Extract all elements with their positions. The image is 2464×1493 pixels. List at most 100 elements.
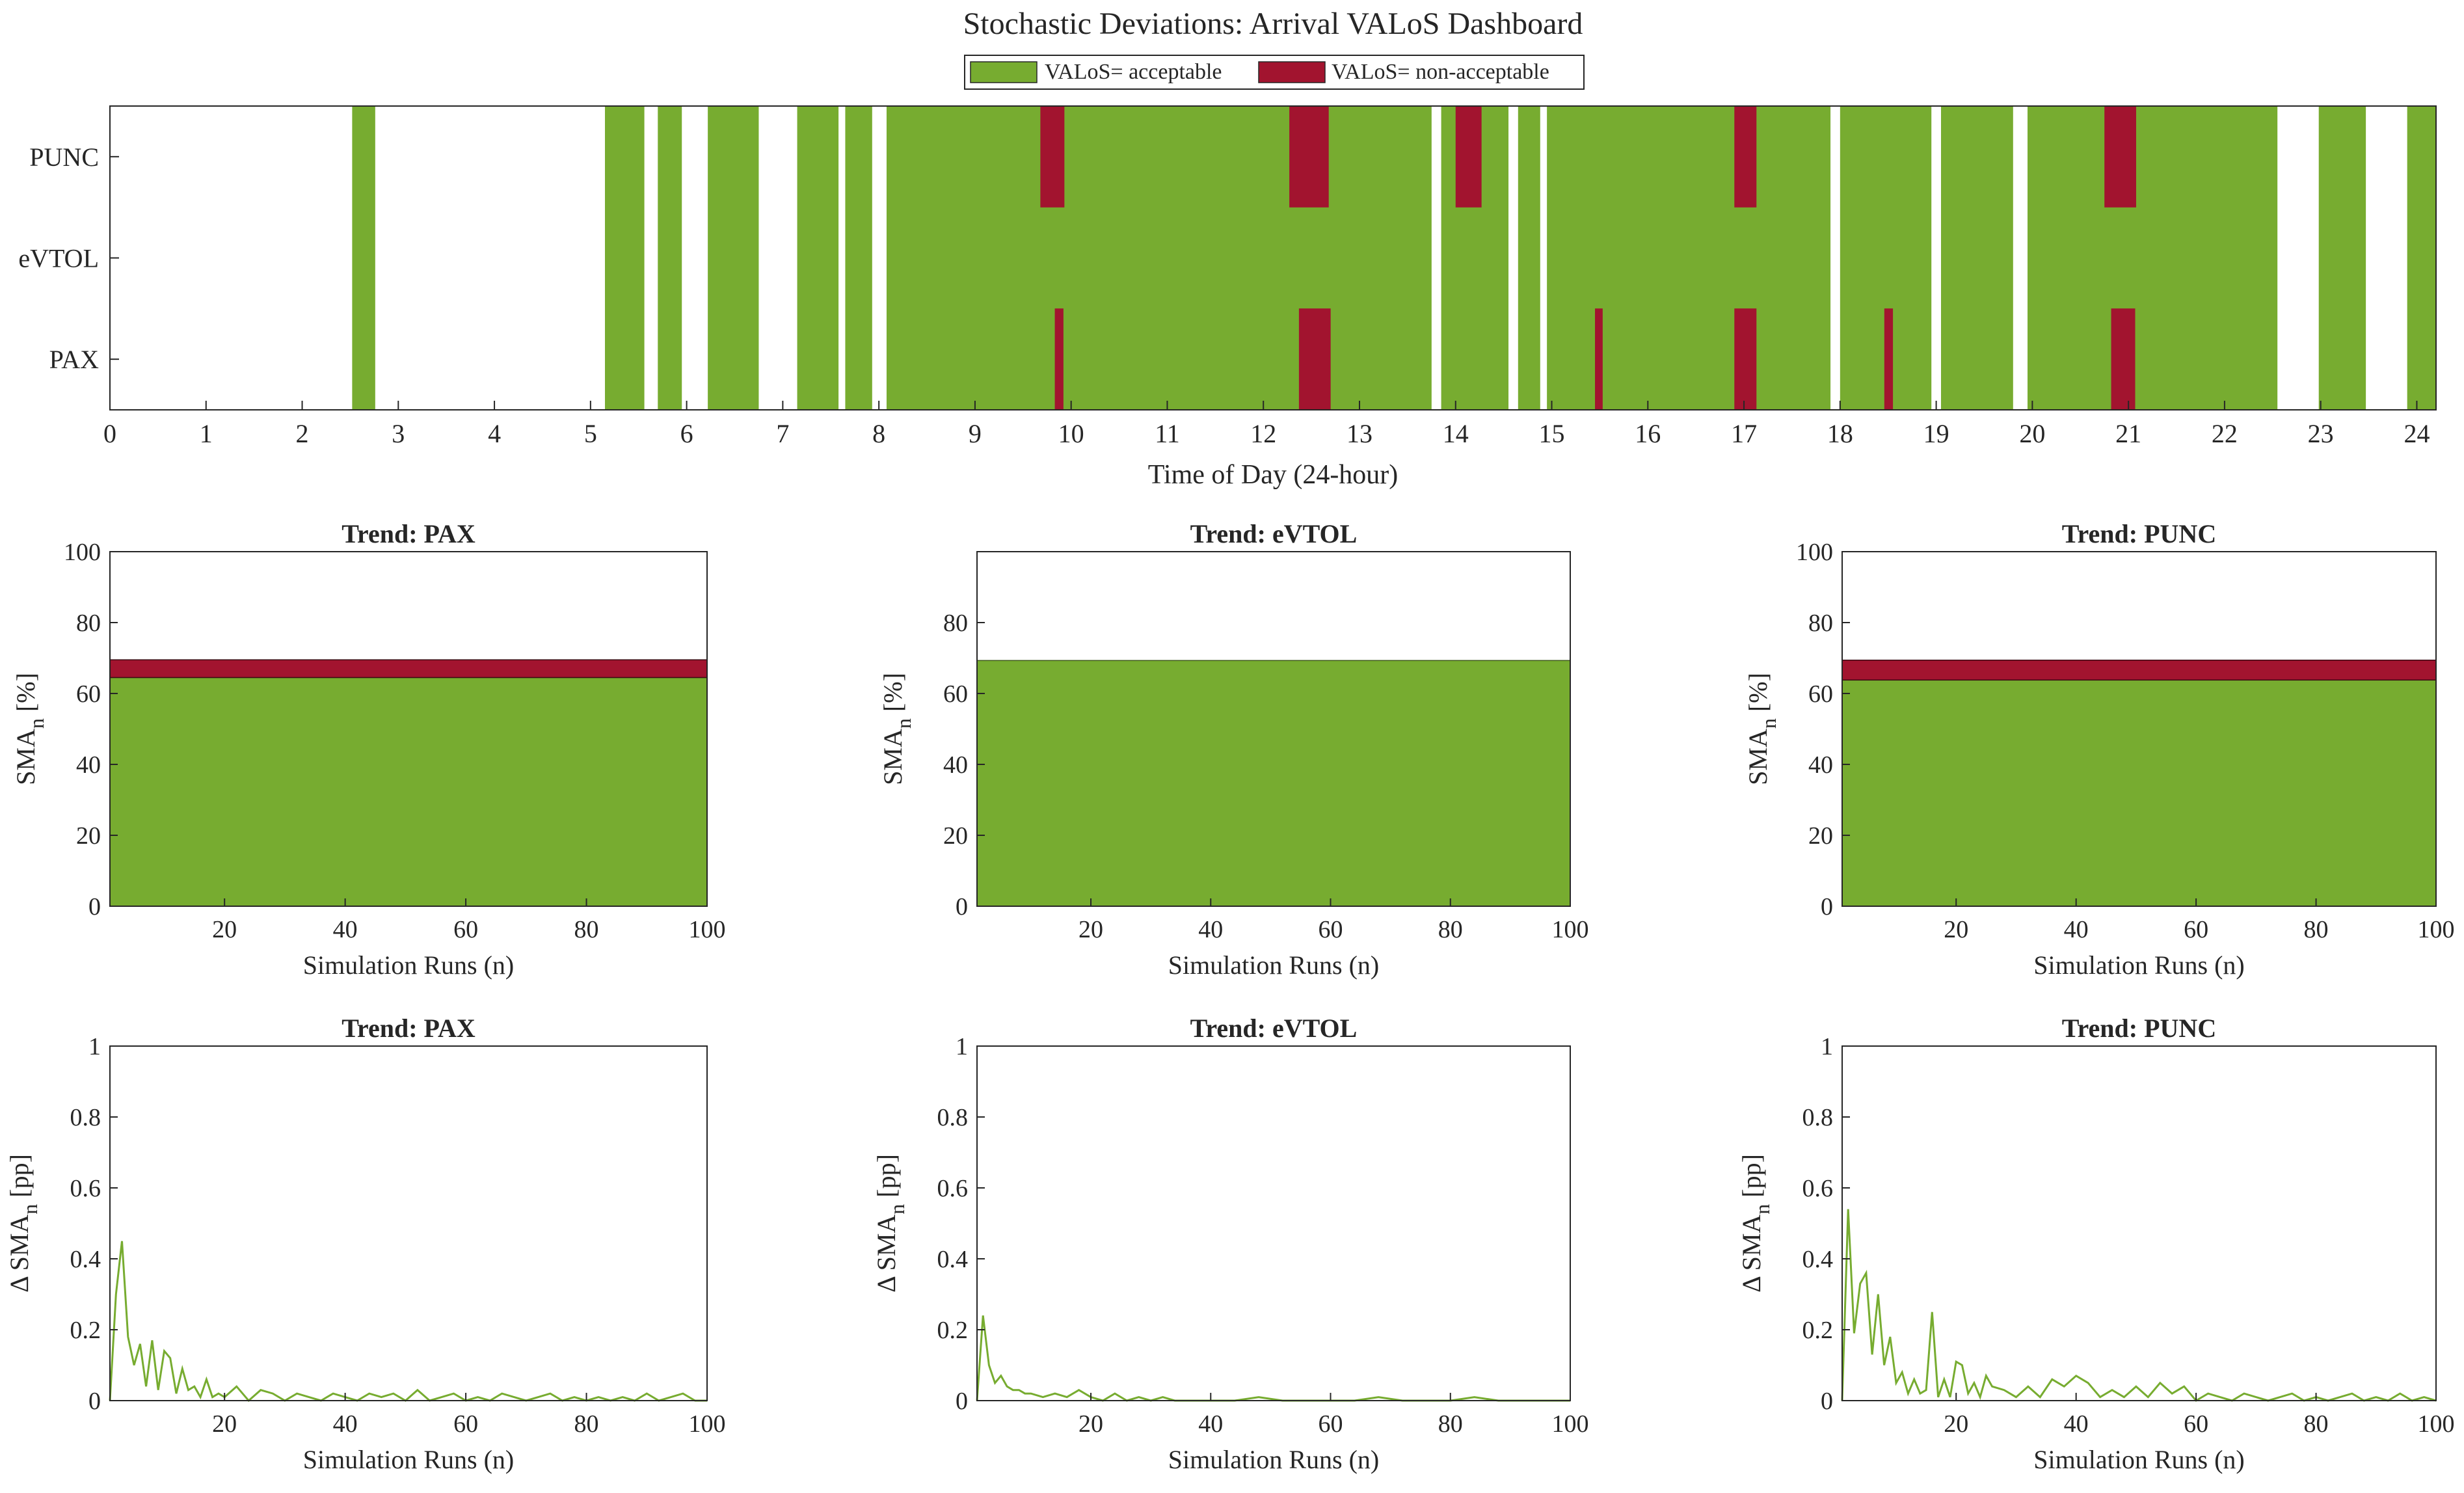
acceptable-segment bbox=[352, 106, 375, 410]
x-tick-label: 20 bbox=[1078, 1410, 1103, 1438]
x-tick-label: 60 bbox=[453, 1410, 478, 1438]
area-acceptable bbox=[109, 677, 708, 907]
y-tick-label: 0.6 bbox=[70, 1175, 101, 1202]
y-axis-label: Δ SMAn [pp] bbox=[872, 1154, 909, 1293]
y-tick-label: 80 bbox=[76, 610, 101, 637]
non-acceptable-segment-punc bbox=[1289, 105, 1329, 208]
y-tick-label: 80 bbox=[1808, 610, 1833, 637]
acceptable-segment bbox=[1940, 106, 2013, 410]
x-axis-label: Simulation Runs (n) bbox=[303, 1445, 514, 1474]
legend-label-non-acceptable: VALoS= non-acceptable bbox=[1332, 60, 1549, 84]
delta-pax-chart: Trend: PAX 20 40 60 80 100 0 0.2 0.4 0.6 0.8 1 Simul… bbox=[5, 1014, 726, 1474]
x-tick-label: 80 bbox=[1438, 916, 1463, 943]
x-tick-label: 40 bbox=[333, 1410, 358, 1438]
x-tick-label: 21 bbox=[2115, 419, 2141, 448]
axes-box bbox=[109, 551, 708, 907]
axes-box bbox=[109, 1045, 708, 1401]
x-tick-label: 7 bbox=[776, 419, 789, 448]
sma-pax-chart: Trend: PAX 20 40 60 80 100 0 20 40 60 80 100 Simulat… bbox=[11, 519, 726, 980]
x-tick-label: 22 bbox=[2212, 419, 2238, 448]
x-tick-label: 5 bbox=[584, 419, 597, 448]
x-tick-label: 80 bbox=[2304, 916, 2329, 943]
non-acceptable-segment-pax bbox=[2111, 308, 2136, 410]
x-tick-label: 40 bbox=[1198, 916, 1223, 943]
y-tick-label: 0.4 bbox=[937, 1246, 969, 1273]
delta-evtol-chart: Trend: eVTOL 20 40 60 80 100 0 0.2 0.4 0.6 0.8 1 Sim… bbox=[872, 1014, 1589, 1474]
x-axis-label: Simulation Runs (n) bbox=[2033, 950, 2244, 980]
area-acceptable bbox=[976, 660, 1571, 907]
axes-box bbox=[976, 551, 1571, 907]
x-tick-label: 80 bbox=[574, 1410, 599, 1438]
x-tick-label: 60 bbox=[1319, 1410, 1343, 1438]
acceptable-segment bbox=[2407, 106, 2436, 410]
non-acceptable-segment-pax bbox=[1054, 308, 1064, 410]
x-tick-label: 12 bbox=[1250, 419, 1276, 448]
x-tick-label: 0 bbox=[103, 419, 116, 448]
x-tick-label: 100 bbox=[689, 1410, 726, 1438]
area-non-acceptable bbox=[1841, 660, 2437, 681]
x-tick-label: 80 bbox=[2304, 1410, 2329, 1438]
non-acceptable-segment-punc bbox=[2104, 105, 2136, 208]
sma-evtol-chart: Trend: eVTOL 20 40 60 80 100 0 20 40 60 80 Simulati… bbox=[878, 519, 1589, 980]
acceptable-segment bbox=[2027, 106, 2278, 410]
y-tick-label: 0.6 bbox=[937, 1175, 969, 1202]
sma-punc-chart: Trend: PUNC 20 40 60 80 100 0 20 40 60 80 100 Simula… bbox=[1743, 519, 2455, 980]
row-label-pax: PAX bbox=[49, 345, 99, 374]
x-tick-label: 60 bbox=[2184, 916, 2208, 943]
y-tick-label: 0.2 bbox=[937, 1317, 969, 1344]
y-tick-label: 20 bbox=[76, 822, 101, 850]
row-label-punc: PUNC bbox=[29, 142, 99, 172]
x-tick-label: 11 bbox=[1155, 419, 1180, 448]
x-tick-label: 60 bbox=[1319, 916, 1343, 943]
acceptable-segment bbox=[1547, 106, 1831, 410]
x-tick-label: 20 bbox=[212, 916, 237, 943]
dashboard-title: Stochastic Deviations: Arrival VALoS Das… bbox=[963, 7, 1583, 41]
delta-punc-chart: Trend: PUNC 20 40 60 80 100 0 0.2 0.4 0.6 0.8 1 Simu… bbox=[1737, 1014, 2455, 1474]
x-tick-label: 9 bbox=[969, 419, 982, 448]
y-tick-label: 1 bbox=[1821, 1033, 1833, 1060]
y-tick-label: 0.8 bbox=[1802, 1104, 1834, 1131]
y-tick-label: 1 bbox=[956, 1033, 968, 1060]
delta-line bbox=[1841, 1209, 2437, 1402]
y-tick-label: 0 bbox=[1821, 1388, 1833, 1415]
y-axis-label: Δ SMAn [pp] bbox=[1737, 1154, 1774, 1293]
x-tick-label: 60 bbox=[2184, 1410, 2208, 1438]
x-tick-label: 16 bbox=[1635, 419, 1661, 448]
y-tick-label: 20 bbox=[1808, 822, 1833, 850]
axes-box bbox=[1841, 1045, 2437, 1401]
legend-box bbox=[964, 55, 1585, 90]
x-tick-label: 40 bbox=[1198, 1410, 1223, 1438]
x-tick-label: 1 bbox=[200, 419, 213, 448]
y-axis-label: SMAn [%] bbox=[1743, 673, 1780, 785]
x-tick-label: 13 bbox=[1346, 419, 1373, 448]
chart-title: Trend: eVTOL bbox=[1190, 1014, 1358, 1043]
non-acceptable-segment-punc bbox=[1455, 105, 1482, 208]
axes-box bbox=[1841, 551, 2437, 907]
x-tick-label: 100 bbox=[689, 916, 726, 943]
acceptable-segment bbox=[708, 106, 759, 410]
x-tick-label: 4 bbox=[488, 419, 501, 448]
area-non-acceptable bbox=[109, 659, 708, 679]
y-tick-label: 1 bbox=[88, 1033, 101, 1060]
y-tick-label: 0.8 bbox=[70, 1104, 101, 1131]
non-acceptable-segment-punc bbox=[1734, 105, 1757, 208]
legend-swatch-non-acceptable bbox=[1258, 61, 1326, 83]
y-tick-label: 0.8 bbox=[937, 1104, 969, 1131]
legend-label-acceptable: VALoS= acceptable bbox=[1045, 60, 1222, 84]
x-tick-label: 40 bbox=[2064, 916, 2089, 943]
x-tick-label: 100 bbox=[1552, 1410, 1589, 1438]
legend: VALoS= acceptable VALoS= non-acceptable bbox=[964, 55, 1585, 90]
x-tick-label: 2 bbox=[296, 419, 309, 448]
y-tick-label: 0 bbox=[88, 1388, 101, 1415]
y-tick-label: 100 bbox=[1796, 539, 1833, 566]
acceptable-segment bbox=[886, 106, 1432, 410]
x-tick-label: 14 bbox=[1443, 419, 1469, 448]
x-tick-label: 100 bbox=[2418, 1410, 2455, 1438]
x-tick-label: 23 bbox=[2308, 419, 2334, 448]
chart-title: Trend: eVTOL bbox=[1190, 519, 1358, 548]
y-tick-label: 0 bbox=[956, 893, 968, 921]
non-acceptable-segment-punc bbox=[1040, 105, 1065, 208]
acceptable-segment bbox=[658, 106, 682, 410]
y-tick-label: 0.4 bbox=[1802, 1246, 1834, 1273]
y-tick-label: 100 bbox=[64, 539, 101, 566]
